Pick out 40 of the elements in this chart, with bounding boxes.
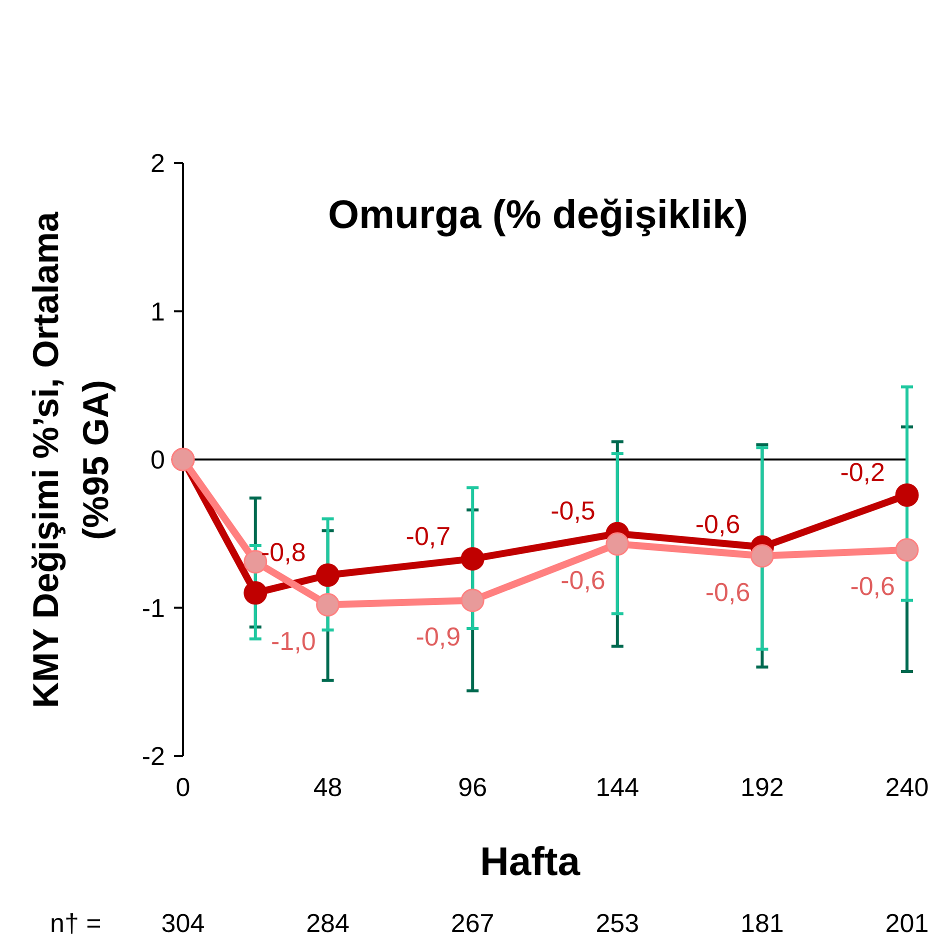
- y-tick-label: 2: [150, 148, 165, 178]
- text: 201: [885, 908, 929, 938]
- point: [316, 563, 340, 587]
- text: 253: [596, 908, 640, 938]
- x-tick-label: 192: [740, 772, 784, 802]
- y-tick-label: 0: [150, 444, 165, 474]
- point: [895, 483, 919, 507]
- data-label: -0,6: [560, 565, 606, 596]
- text: 304: [161, 908, 205, 938]
- data-label: -0,8: [260, 537, 306, 568]
- point: [316, 593, 340, 617]
- data-label: -0,7: [406, 520, 451, 551]
- point: [606, 532, 630, 556]
- data-label: -0,9: [416, 621, 461, 652]
- text: Omurga (% değişiklik): [328, 193, 748, 237]
- text: 181: [740, 908, 784, 938]
- point: [895, 538, 919, 562]
- x-tick-label: 48: [313, 772, 342, 802]
- text: n† =: [50, 908, 102, 938]
- data-label: -0,5: [550, 496, 596, 526]
- x-axis-title: Hafta: [480, 840, 581, 884]
- x-tick-label: 96: [458, 772, 488, 802]
- y-tick-label: -2: [142, 741, 165, 771]
- text: 267: [450, 908, 494, 938]
- y-tick-label: 1: [150, 296, 165, 326]
- data-label: -0,6: [695, 508, 740, 539]
- data-label: -0,2: [840, 457, 885, 488]
- x-tick-label: 0: [176, 772, 190, 802]
- data-label: -0,6: [850, 570, 895, 601]
- x-tick-label: 240: [885, 772, 929, 802]
- y-axis-title: KMY Değişimi %’si, Ortalama (%95 GA): [25, 210, 116, 708]
- x-tick-label: 144: [596, 772, 640, 802]
- point: [460, 547, 484, 571]
- text: 284: [306, 908, 350, 938]
- y-tick-label: -1: [142, 592, 165, 623]
- data-label: -0,6: [705, 576, 750, 607]
- point: [244, 581, 268, 605]
- point: [460, 588, 484, 612]
- data-label: -1,0: [270, 626, 316, 656]
- point: [750, 544, 774, 568]
